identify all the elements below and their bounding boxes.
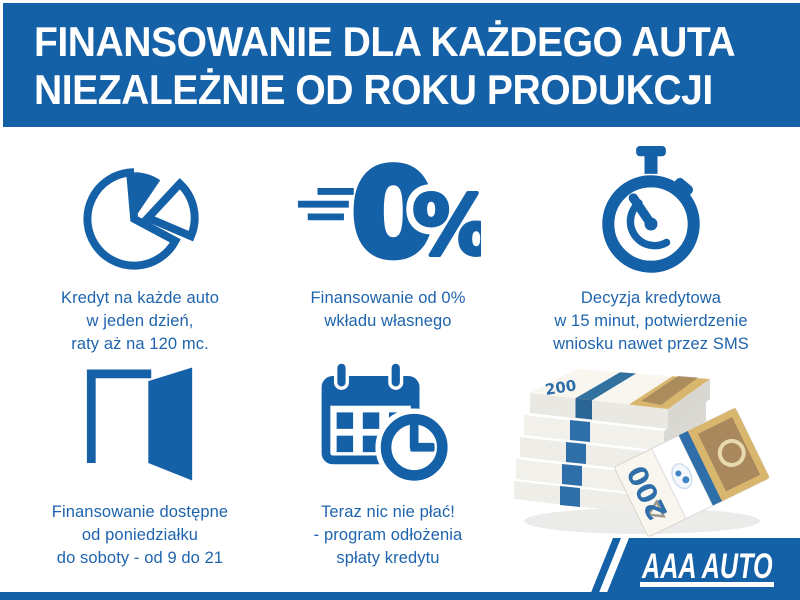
money-stack-photo: 200 200 [512,356,796,542]
stopwatch-icon [518,146,784,276]
logo-underline [640,582,774,587]
feature-decision: Decyzja kredytowa w 15 minut, potwierdze… [518,146,784,356]
zero-glyph: 0 [352,152,435,270]
zero-percent-icon: 0 % % [266,146,510,276]
open-door-icon [18,360,262,490]
feature-credit-text: Kredyt na każde auto w jeden dzień, raty… [61,289,219,353]
bottom-bar [0,592,800,600]
feature-decision-text: Decyzja kredytowa w 15 minut, potwierdze… [553,289,749,353]
feature-defer-text: Teraz nic nie płać! - program odłożenia … [313,503,463,567]
percent-glyph: % [412,179,481,270]
feature-zero-percent: 0 % % Finansowanie od 0% wkładu własnego [266,146,510,333]
header-line-2: NIEZALEŻNIE OD ROKU PRODUKCJI [34,66,713,113]
feature-credit: Kredyt na każde auto w jeden dzień, raty… [18,146,262,356]
feature-hours-text: Finansowanie dostępne od poniedziałku do… [51,503,229,567]
aaa-auto-logo: AAA AUTO [585,538,800,600]
pie-chart-icon [18,146,262,276]
header-line-1: FINANSOWANIE DLA KAŻDEGO AUTA [34,18,736,65]
feature-hours: Finansowanie dostępne od poniedziałku do… [18,360,262,570]
logo-slash-stripe [588,538,621,600]
logo-text: AAA AUTO [642,547,773,586]
percent-glyph-halo: % [412,179,481,270]
header-banner: FINANSOWANIE DLA KAŻDEGO AUTA NIEZALEŻNI… [3,3,800,127]
calendar-clock-icon [266,360,510,490]
banknote-value-top: 200 [544,376,578,399]
money-bundle-top: 200 [530,369,710,429]
feature-zero-text: Finansowanie od 0% wkładu własnego [310,289,466,330]
feature-defer: Teraz nic nie płać! - program odłożenia … [266,360,510,570]
